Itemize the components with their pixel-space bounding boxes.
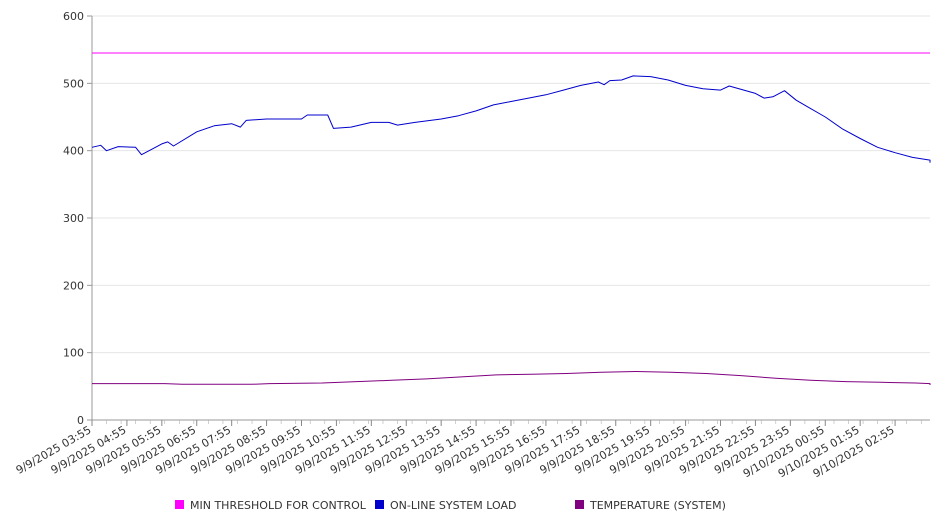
gridlines [92, 15, 930, 354]
legend-label: MIN THRESHOLD FOR CONTROL [190, 499, 367, 512]
legend-swatch [575, 500, 584, 509]
legend-item-on-line-system-load: ON-LINE SYSTEM LOAD [375, 499, 516, 512]
y-tick-label: 600 [63, 10, 84, 23]
series-line-temperature-system [92, 371, 931, 385]
y-tick-label: 200 [63, 279, 84, 292]
legend: MIN THRESHOLD FOR CONTROL ON-LINE SYSTEM … [175, 499, 726, 512]
y-tick-label: 100 [63, 347, 84, 360]
x-axis-ticks: 9/9/2025 03:559/9/2025 04:559/9/2025 05:… [14, 420, 922, 480]
series-line-on-line-system-load [91, 75, 931, 163]
legend-label: TEMPERATURE (SYSTEM) [589, 499, 726, 512]
y-tick-label: 300 [63, 212, 84, 225]
y-tick-label: 500 [63, 77, 84, 90]
legend-swatch [375, 500, 384, 509]
y-tick-label: 400 [63, 145, 84, 158]
legend-label: ON-LINE SYSTEM LOAD [390, 499, 516, 512]
y-axis-ticks: 0 100 200 300 400 500 600 [63, 10, 92, 427]
legend-swatch [175, 500, 184, 509]
legend-item-min-threshold-for-control: MIN THRESHOLD FOR CONTROL [175, 499, 367, 512]
series-lines [91, 52, 931, 385]
y-tick-label: 0 [77, 414, 84, 427]
legend-item-temperature-system: TEMPERATURE (SYSTEM) [575, 499, 726, 512]
